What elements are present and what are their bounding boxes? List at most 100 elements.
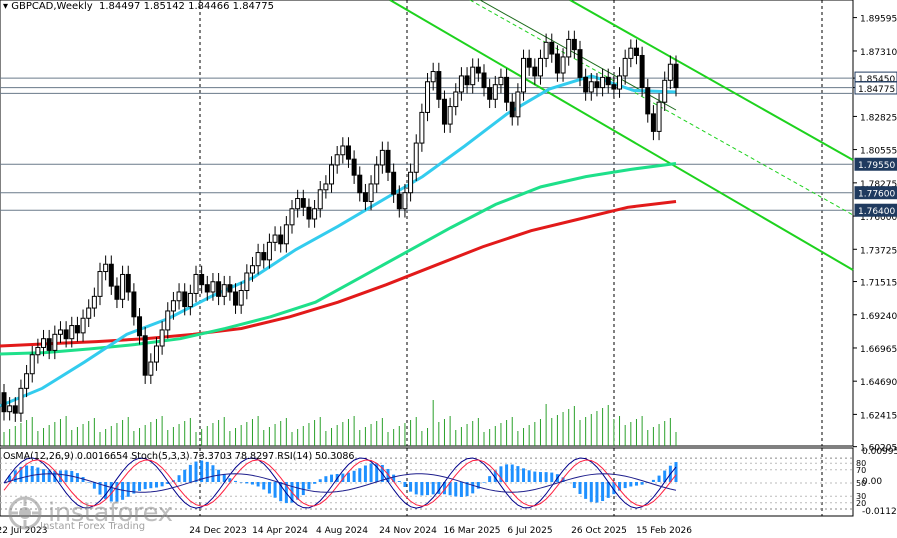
- candle-body: [351, 158, 357, 176]
- symbol-icon: ▾: [3, 1, 9, 12]
- candle-body: [487, 87, 493, 100]
- indicator-tick-label: 0.009956: [862, 447, 897, 457]
- symbol-label: GBPCAD,Weekly: [11, 1, 93, 12]
- candle-body: [176, 291, 182, 302]
- candle-body: [583, 76, 589, 93]
- candle-body: [521, 57, 527, 93]
- ohlc-close: 1.84775: [232, 1, 275, 12]
- candle-body: [396, 193, 402, 210]
- candle-body: [571, 38, 577, 51]
- level-label: 1.84775: [858, 85, 895, 95]
- candle-body: [447, 106, 453, 125]
- date-label: 6 Jul 2025: [507, 526, 552, 536]
- candle-body: [266, 241, 272, 261]
- candle-body: [413, 142, 419, 173]
- candle-body: [52, 333, 58, 351]
- candle-body: [470, 66, 476, 86]
- symbol-header: ▾ GBPCAD,Weekly 1.84497 1.85142 1.84466 …: [3, 1, 274, 12]
- candle-body: [391, 171, 397, 195]
- watermark: instaforex: [8, 496, 173, 530]
- candle-body: [7, 405, 13, 413]
- candle-body: [182, 291, 188, 308]
- candle-body: [244, 272, 250, 292]
- date-label: 24 Dec 2023: [189, 526, 247, 536]
- price-tick-label: 1.73725: [860, 246, 897, 256]
- candle-body: [402, 192, 408, 210]
- candle-body: [458, 75, 464, 93]
- candle-body: [249, 265, 255, 274]
- date-label: 16 Mar 2025: [443, 526, 500, 536]
- candle-body: [357, 174, 363, 194]
- candle-body: [504, 76, 510, 103]
- price-tick-label: 1.60205: [860, 444, 897, 454]
- indicator-tick-label: -0.011234: [862, 507, 897, 517]
- candle-body: [600, 76, 606, 89]
- candle-body: [453, 91, 459, 108]
- candle-body: [656, 101, 662, 132]
- price-tick-label: 1.64690: [860, 378, 897, 388]
- candle-body: [650, 113, 656, 132]
- indicator-header: OsMA(12,26,9) 0.0016654 Stoch(5,3,3) 73.…: [3, 451, 355, 462]
- watermark-brand: instaforex: [48, 498, 173, 528]
- candle-body: [18, 387, 24, 414]
- watermark-tagline: Instant Forex Trading: [40, 521, 146, 532]
- ma-slow-line: [0, 199, 677, 348]
- price-tick-label: 1.66965: [860, 345, 897, 355]
- ohlc-high: 1.85142: [143, 1, 185, 12]
- stoch-signal-line: [3, 459, 677, 507]
- candle-body: [46, 338, 52, 351]
- candle-body: [560, 56, 566, 74]
- instaforex-logo-icon: [8, 496, 42, 530]
- candle-body: [425, 81, 431, 113]
- ohlc-low: 1.84466: [188, 1, 230, 12]
- candle-body: [255, 252, 261, 267]
- candle-body: [142, 335, 148, 376]
- candle-body: [628, 47, 634, 59]
- level-label: 1.79550: [858, 161, 895, 171]
- candle-body: [295, 198, 301, 210]
- candle-body: [526, 57, 532, 68]
- candle-body: [441, 98, 447, 125]
- candle-body: [159, 329, 165, 347]
- price-tick-label: 1.89595: [860, 15, 897, 25]
- level-label-box: [854, 186, 897, 200]
- candle-body: [35, 346, 41, 356]
- price-tick-label: 1.71515: [860, 279, 897, 289]
- candle-body: [374, 164, 380, 185]
- date-label: 15 Feb 2026: [636, 526, 692, 536]
- candle-body: [605, 76, 611, 86]
- stoch-level-label: 30: [856, 492, 866, 501]
- level-label: 1.85450: [858, 75, 895, 85]
- candle-body: [170, 300, 176, 312]
- candle-body: [114, 285, 120, 300]
- candle-body: [300, 198, 306, 208]
- candle-body: [283, 224, 289, 245]
- candle-body: [673, 63, 679, 89]
- candle-body: [278, 234, 284, 245]
- level-label-box: [854, 203, 897, 217]
- candle-body: [204, 284, 210, 293]
- candle-body: [408, 171, 414, 194]
- level-label: 1.77600: [858, 190, 895, 200]
- candle-body: [594, 81, 600, 89]
- candle-body: [537, 57, 543, 77]
- candle-body: [645, 87, 651, 115]
- candle-body: [193, 273, 199, 294]
- candle-body: [345, 145, 351, 160]
- candle-body: [137, 316, 143, 337]
- date-label: 26 Oct 2025: [571, 526, 627, 536]
- candle-body: [436, 71, 442, 100]
- channel-lower-line: [389, 0, 854, 271]
- candle-body: [289, 208, 295, 226]
- date-label: 4 Aug 2024: [316, 526, 368, 536]
- stoch-level-label: 80: [856, 459, 866, 468]
- ohlc-open: 1.84497: [99, 1, 141, 12]
- candle-body: [148, 361, 154, 376]
- candle-body: [566, 38, 572, 58]
- candle-body: [475, 66, 481, 74]
- ma-mid-line: [0, 162, 677, 356]
- stoch-level-label: 70: [856, 466, 866, 475]
- candle-body: [323, 183, 329, 191]
- candle-body: [74, 325, 80, 334]
